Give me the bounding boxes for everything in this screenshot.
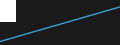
Bar bbox=[0, 0, 16, 22]
